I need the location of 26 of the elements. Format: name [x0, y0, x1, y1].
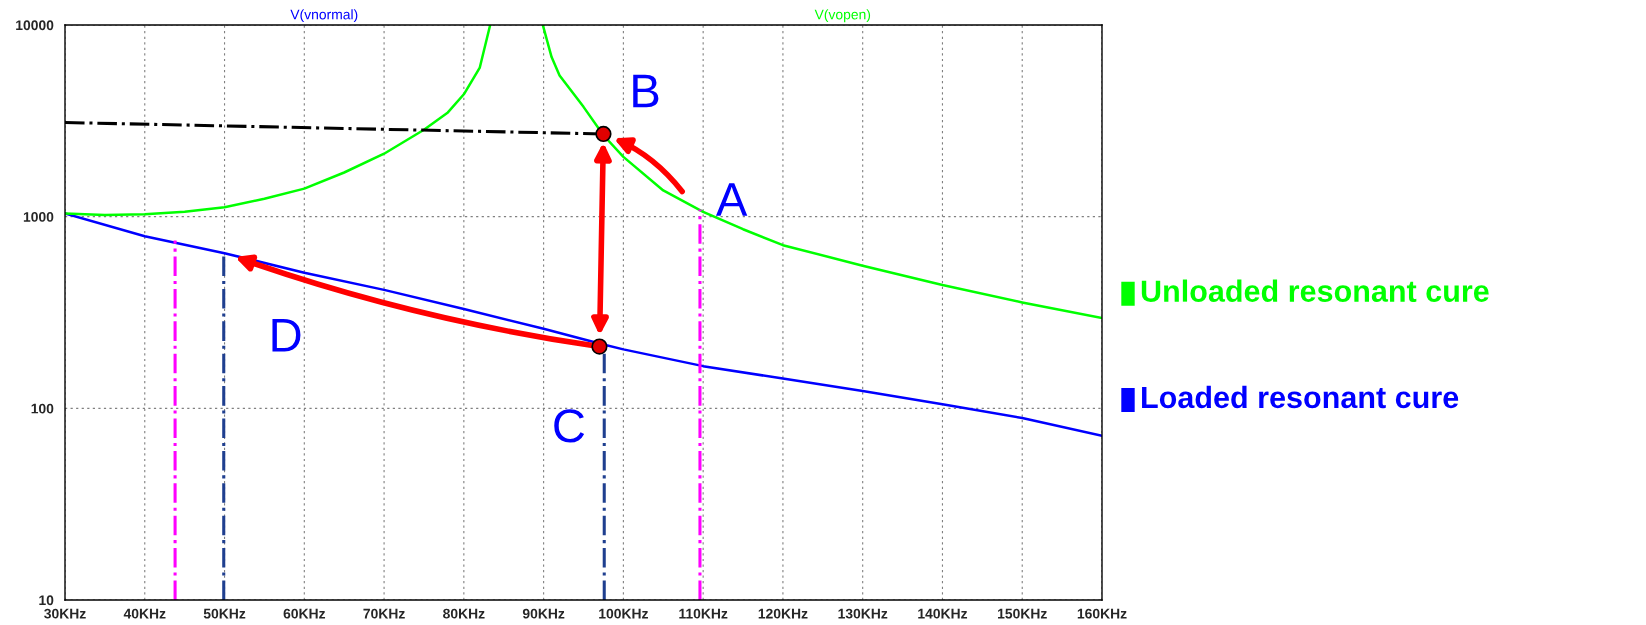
x-tick-label: 160KHz	[1077, 608, 1127, 619]
annotation: C	[554, 409, 585, 443]
x-tick-label: 60KHz	[283, 608, 326, 619]
text: Loaded resonant cure	[1142, 385, 1459, 409]
x-tick-label: 70KHz	[363, 608, 405, 619]
x-tick-label: 30KHz	[44, 608, 86, 619]
annotation: D	[272, 319, 301, 352]
y-tick-label: 100	[31, 403, 54, 414]
x-tick-label: 40KHz	[123, 608, 166, 619]
x-tick-label: 110KHz	[679, 608, 728, 619]
text: V(vnormal)	[290, 9, 358, 23]
text: V(vopen)	[814, 9, 871, 23]
text: Unloaded resonant cure	[1141, 279, 1489, 302]
annotation: A	[715, 183, 748, 216]
y-tick-label: 1000	[23, 212, 54, 222]
x-tick-label: 50KHz	[203, 608, 246, 619]
x-tick-label: 140KHz	[918, 608, 968, 619]
x-tick-label: 90KHz	[522, 608, 565, 619]
x-tick-label: 120KHz	[758, 608, 808, 619]
annotation: B	[633, 74, 659, 108]
x-tick-label: 100KHz	[599, 608, 648, 619]
x-tick-label: 80KHz	[443, 608, 485, 619]
x-tick-label: 130KHz	[838, 608, 888, 619]
x-tick-label: 150KHz	[998, 608, 1047, 619]
y-tick-label: 10000	[16, 20, 54, 31]
y-tick-label: 10	[39, 595, 54, 606]
